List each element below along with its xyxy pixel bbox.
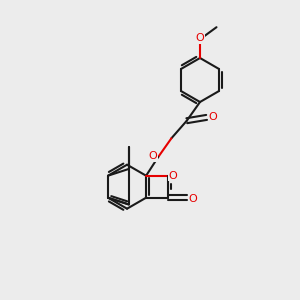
Text: O: O [196,33,204,43]
Text: O: O [188,194,197,204]
Text: O: O [149,151,158,161]
Text: O: O [169,171,178,181]
Text: O: O [208,112,217,122]
